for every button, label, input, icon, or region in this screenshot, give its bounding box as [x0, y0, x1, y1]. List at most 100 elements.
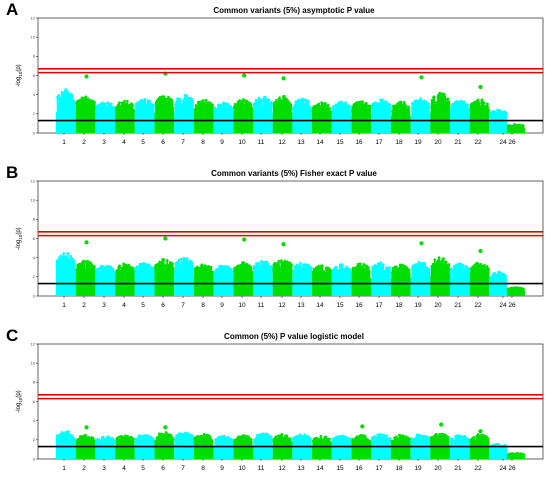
chr-11-point — [262, 264, 266, 267]
chr-16-point-column — [368, 107, 371, 116]
chr-3-point-column — [100, 110, 103, 117]
panel-letter-a: A — [6, 0, 19, 19]
panel-b: 0 2 4 6 8 10 12 -log10(p) 1 2 3 4 5 6 7 8 9 10 11 12 13 14 15 1… — [0, 163, 550, 326]
chr-12-point-column — [284, 106, 287, 113]
chr-12-point-column — [282, 269, 285, 276]
chr-11-point-column — [268, 270, 271, 277]
chr-21-point — [453, 101, 457, 104]
chr-21-point-column — [466, 104, 469, 116]
chr-22-dense-points — [469, 114, 490, 133]
y-tick-label: 0 — [33, 293, 36, 298]
chr-3-point — [109, 272, 112, 276]
chr-18-point-column — [403, 106, 406, 117]
chr-12-point-column — [274, 268, 277, 276]
chr-14-point-column — [329, 112, 332, 117]
chr-17-point — [382, 100, 386, 104]
chr-11-point — [260, 262, 264, 265]
chr-14-point-column — [329, 270, 332, 280]
chr-5-point — [143, 104, 146, 108]
chr-7-point-column — [189, 265, 191, 276]
chr-1-point — [66, 96, 70, 100]
chr-2-dense-points — [75, 112, 96, 133]
chr-20-point-column — [444, 98, 446, 113]
chr-14-point — [318, 105, 322, 108]
chr-21-point-column — [464, 104, 467, 116]
chr-20-point-column — [433, 105, 436, 113]
chr-5-point — [138, 262, 142, 266]
chr-15-dense-points — [331, 278, 352, 296]
chr-15-point-column — [349, 273, 351, 280]
chr-26-point-column — [517, 126, 520, 129]
chr-11-point — [260, 98, 263, 102]
chr-17-point-column — [372, 266, 375, 279]
chr-13-point-column — [307, 272, 310, 279]
chr-24-point-column — [496, 110, 499, 121]
chr-3-point-column — [98, 108, 100, 117]
chr-6-point-column — [170, 263, 173, 276]
chr-4-point-column — [131, 267, 133, 279]
chr-15-point-column — [347, 268, 350, 280]
chr-11-point — [259, 267, 263, 270]
chr-2-point-column — [88, 270, 90, 277]
chr-4-point-column — [115, 107, 118, 116]
chr-5-point — [149, 268, 153, 272]
chr-17-point-column — [383, 107, 385, 116]
chr-3-point-column — [103, 108, 106, 117]
chr-7-point — [183, 267, 187, 270]
chr-4-point — [120, 271, 123, 274]
x-tick-label: 12 — [278, 139, 286, 146]
chr-16-point-column — [354, 103, 357, 116]
chr-15-point-column — [338, 270, 340, 280]
chr-7-point — [186, 257, 189, 260]
chr-14-point-column — [319, 270, 322, 280]
chr-2-point — [78, 264, 82, 267]
chr-9-point — [225, 110, 228, 113]
chr-12-point — [279, 102, 283, 106]
x-tick-label: 10 — [238, 139, 246, 146]
chr-13-point-column — [298, 100, 301, 115]
chr-15-point — [343, 104, 346, 107]
chr-2-point-column — [90, 263, 93, 277]
chr-10-point-column — [248, 105, 250, 116]
chr-12-point-column — [279, 269, 282, 276]
chr-2-point-column — [80, 269, 83, 277]
chr-12-point — [287, 264, 290, 267]
chr-4-point — [127, 271, 130, 275]
chr-3-point-column — [108, 267, 111, 280]
chr-11-point — [267, 98, 271, 102]
chr-3-point-column — [101, 271, 103, 280]
chr-13-point — [293, 107, 297, 111]
chr-4-point — [123, 99, 126, 103]
chr-3-dense-points — [95, 115, 116, 133]
chr-15-point-column — [331, 110, 334, 117]
chr-14-point-column — [320, 109, 323, 117]
chr-4-point-column — [117, 269, 120, 279]
chr-12-point-column — [283, 103, 286, 113]
chr-21-dense-points — [450, 115, 470, 133]
chr-13-point — [299, 261, 302, 265]
chr-12-point — [280, 259, 283, 262]
chr-15-point — [334, 109, 338, 113]
chr-5-point — [137, 106, 140, 109]
y-tick-label: 2 — [33, 111, 36, 116]
chr-10-point — [233, 267, 236, 271]
chr-13-point — [295, 263, 299, 267]
chr-15-point — [345, 265, 348, 269]
chr-26-point-column — [522, 125, 524, 129]
chr-18-dense-points — [390, 115, 411, 133]
chr-6-point-column — [157, 266, 160, 276]
chr-15-point — [347, 104, 351, 108]
chr-2-point-column — [83, 265, 85, 277]
chr-17-point-column — [387, 103, 390, 116]
chr-18-point — [396, 102, 399, 106]
chr-13-point — [298, 268, 302, 271]
chr-6-point-column — [172, 107, 174, 113]
chr-18-point — [404, 104, 408, 108]
x-tick-label: 20 — [434, 139, 442, 146]
chr-2-point — [82, 259, 86, 263]
chr-8-point-column — [204, 269, 207, 279]
chr-5-point-column — [146, 266, 149, 279]
chr-14-point-column — [315, 267, 318, 280]
chr-1-point-column — [57, 98, 60, 113]
